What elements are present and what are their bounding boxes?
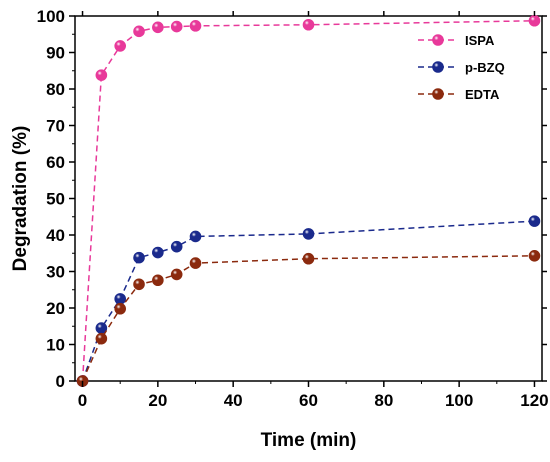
legend-label: ISPA	[465, 33, 495, 48]
data-point	[302, 18, 315, 31]
y-tick-label: 0	[56, 372, 65, 391]
legend-label: EDTA	[465, 87, 500, 102]
series-line-EDTA	[81, 255, 535, 382]
data-point	[170, 240, 183, 253]
data-point	[133, 278, 145, 291]
legend-marker-p-BZQ	[432, 61, 444, 73]
x-tick-label: 120	[520, 391, 548, 410]
data-point	[170, 268, 183, 281]
data-point	[133, 251, 145, 264]
data-point	[302, 252, 315, 265]
data-point	[114, 293, 126, 305]
data-point	[114, 40, 126, 52]
legend-marker-ISPA	[432, 34, 444, 46]
data-point	[152, 274, 164, 287]
data-point	[152, 246, 164, 259]
data-point	[302, 228, 315, 240]
data-point	[189, 257, 202, 269]
y-tick-label: 100	[37, 7, 65, 26]
data-point	[528, 215, 541, 227]
series-line-p-BZQ	[81, 220, 535, 382]
y-axis-title: Degradation (%)	[10, 126, 31, 272]
y-tick-label: 90	[46, 44, 65, 63]
x-tick-label: 20	[148, 391, 167, 410]
data-point	[95, 332, 108, 345]
data-point	[189, 20, 202, 32]
x-tick-label: 40	[224, 391, 243, 410]
data-point	[189, 230, 202, 243]
data-point	[133, 25, 145, 38]
y-tick-label: 40	[46, 226, 65, 245]
y-tick-label: 80	[46, 80, 65, 99]
data-point	[528, 14, 541, 27]
legend-label: p-BZQ	[465, 60, 505, 75]
y-tick-label: 10	[46, 336, 65, 355]
data-point	[95, 69, 108, 81]
data-point	[152, 21, 164, 34]
y-tick-label: 20	[46, 299, 65, 318]
data-point	[170, 20, 183, 33]
x-axis-title: Time (min)	[261, 430, 357, 451]
y-tick-label: 70	[46, 117, 65, 136]
x-tick-label: 80	[374, 391, 393, 410]
y-tick-label: 60	[46, 153, 65, 172]
x-tick-label: 0	[78, 391, 87, 410]
x-tick-label: 100	[445, 391, 473, 410]
y-tick-label: 50	[46, 190, 65, 209]
data-point	[114, 302, 126, 315]
data-point	[528, 250, 541, 262]
legend-marker-EDTA	[432, 88, 444, 100]
x-tick-label: 60	[299, 391, 318, 410]
y-tick-label: 30	[46, 263, 65, 282]
